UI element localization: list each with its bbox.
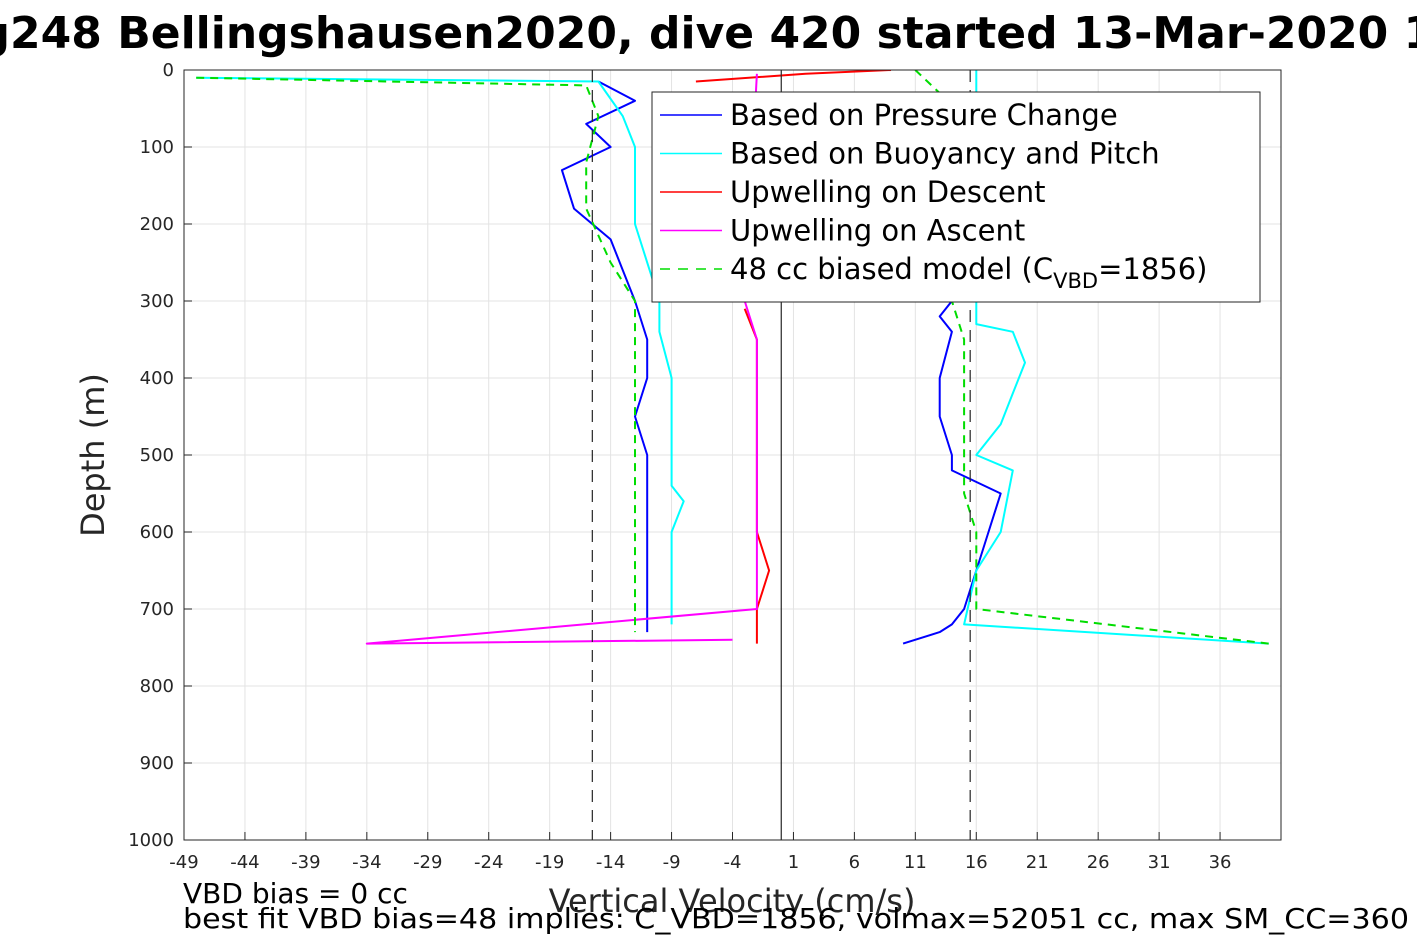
x-tick-label: -9	[663, 852, 681, 873]
legend-label-prefix: 48 cc biased model (C	[730, 252, 1053, 286]
y-tick-label: 200	[140, 214, 174, 235]
y-tick-label: 800	[140, 676, 174, 697]
series-line	[365, 73, 758, 645]
legend-label: Based on Pressure Change	[730, 98, 1118, 132]
x-tick-label: 11	[904, 852, 927, 873]
y-tick-label: 300	[140, 291, 174, 312]
x-tick-label: -29	[413, 852, 442, 873]
x-tick-label: 36	[1209, 852, 1232, 873]
y-tick-label: 600	[140, 522, 174, 543]
x-tick-label: -34	[352, 852, 381, 873]
y-tick-label: 100	[140, 137, 174, 158]
x-tick-label: -49	[169, 852, 198, 873]
x-tick-label: 6	[849, 852, 860, 873]
series-line	[695, 70, 892, 83]
x-axis-ticks: -49 -44 -39 -34 -29 -24 -19 -14 -9 -4 1 6 11 16 21 26 31…	[169, 832, 1232, 873]
x-tick-label: -4	[724, 852, 742, 873]
x-tick-label: -24	[474, 852, 503, 873]
legend: Based on Pressure Change Based on Buoyanc…	[651, 91, 1261, 303]
x-axis-label: Vertical Velocity (cm/s)	[549, 882, 916, 920]
legend-label: Upwelling on Ascent	[730, 214, 1025, 248]
legend-label-suffix: =1856)	[1098, 252, 1207, 286]
y-tick-label: 900	[140, 753, 174, 774]
legend-label: 48 cc biased model (CVBD=1856)	[730, 252, 1208, 293]
legend-label-subscript: VBD	[1053, 269, 1098, 293]
x-tick-label: 26	[1087, 852, 1110, 873]
y-axis-label: Depth (m)	[74, 373, 112, 537]
legend-box	[651, 91, 1261, 303]
x-tick-label: 1	[788, 852, 799, 873]
x-tick-label: 31	[1148, 852, 1171, 873]
vbd-bias-note: VBD bias = 0 cc	[183, 877, 408, 910]
y-tick-label: 1000	[128, 830, 174, 851]
x-tick-label: -44	[230, 852, 259, 873]
y-tick-label: 500	[140, 445, 174, 466]
chart-title: sg248 Bellingshausen2020, dive 420 start…	[0, 8, 1417, 59]
series-line	[963, 70, 1269, 645]
series-line	[196, 76, 685, 625]
legend-label: Based on Buoyancy and Pitch	[730, 137, 1160, 171]
legend-label: Upwelling on Descent	[730, 175, 1046, 209]
y-tick-label: 700	[140, 599, 174, 620]
best-fit-note: best fit VBD bias=48 implies: C_VBD=1856…	[183, 902, 1409, 935]
y-axis-ticks: 0 100 200 300 400 500 600 700 800 900 1000	[128, 60, 192, 851]
x-tick-label: -14	[596, 852, 625, 873]
x-tick-label: -19	[535, 852, 564, 873]
x-tick-label: 21	[1026, 852, 1049, 873]
x-tick-label: -39	[291, 852, 320, 873]
y-tick-label: 400	[140, 368, 174, 389]
y-tick-label: 0	[163, 60, 174, 81]
series-line	[196, 76, 636, 633]
x-tick-label: 16	[965, 852, 988, 873]
series-line	[902, 300, 1002, 645]
